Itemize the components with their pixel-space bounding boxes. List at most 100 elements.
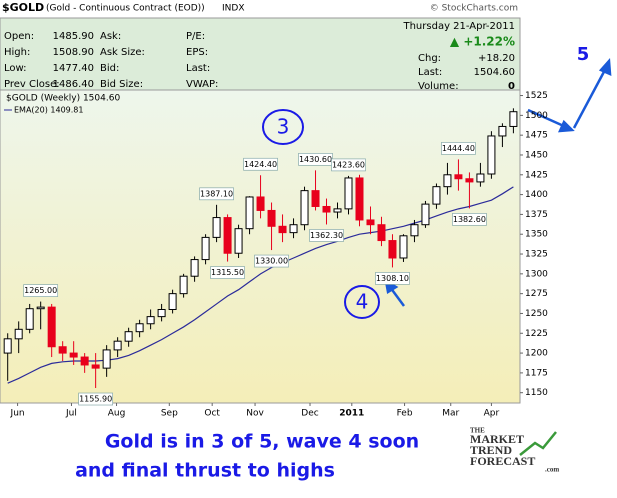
- candle-body: [509, 111, 518, 127]
- volume: 0: [508, 81, 515, 92]
- price-label: 1423.60: [332, 160, 365, 169]
- x-tick-label: Jul: [65, 409, 77, 419]
- candle-body: [80, 356, 89, 366]
- x-tick-label: Nov: [246, 409, 264, 419]
- y-tick-label: 1500: [525, 111, 548, 121]
- price-label-box: [254, 254, 289, 268]
- candle-body: [267, 209, 276, 227]
- price-label-box: [309, 229, 344, 242]
- y-tick-label: 1150: [525, 388, 548, 398]
- candle-body: [399, 235, 408, 259]
- price-label: 1265.00: [24, 286, 57, 295]
- candle-body: [256, 196, 265, 211]
- logo-arrow: [519, 431, 557, 456]
- price-label-box: [452, 213, 487, 226]
- price-label-box: [199, 187, 234, 201]
- x-tick-label: Apr: [484, 409, 500, 419]
- circle-3: [262, 109, 304, 145]
- candle-body: [157, 308, 166, 318]
- candle-body: [278, 225, 287, 234]
- legend-price: $GOLD (Weekly) 1504.60: [6, 94, 120, 104]
- candle-body: [443, 174, 452, 188]
- arrow: [572, 67, 608, 129]
- annotations: 3 4 5: [262, 44, 612, 319]
- arrowhead: [558, 119, 575, 133]
- y-tick-label: 1250: [525, 309, 548, 319]
- x-tick-label: Aug: [108, 409, 126, 419]
- date: Thursday 21-Apr-2011: [402, 21, 515, 32]
- y-tick-label: 1400: [525, 190, 548, 200]
- logo: THE MARKET TREND FORECAST .com: [470, 427, 559, 474]
- volume-label: Volume:: [418, 81, 459, 92]
- header-field: 1477.40: [53, 63, 94, 74]
- plot-area: [0, 89, 521, 404]
- symbol-name: (Gold - Continuous Contract (EOD)): [46, 4, 205, 14]
- logo-text: MARKET: [470, 432, 524, 446]
- header-field: Prev Close:: [4, 79, 60, 90]
- price-label: 1382.60: [453, 215, 486, 224]
- candle-body: [300, 190, 309, 226]
- price-label: 1430.60: [299, 155, 332, 164]
- price-label: 1387.10: [200, 189, 233, 198]
- y-tick-label: 1425: [525, 170, 548, 180]
- candle-body: [311, 190, 320, 207]
- candle-body: [14, 328, 23, 340]
- candle-body: [421, 203, 430, 226]
- candle-body: [47, 306, 56, 348]
- candle-body: [289, 224, 298, 234]
- candle-body: [410, 224, 419, 237]
- y-tick-label: 1525: [525, 91, 548, 101]
- candle-body: [234, 228, 243, 254]
- candle-body: [388, 240, 397, 259]
- arrow: [527, 108, 567, 129]
- candle-body: [168, 293, 177, 310]
- header-field: 1508.90: [53, 47, 94, 58]
- y-tick-label: 1475: [525, 131, 548, 141]
- header-field: Last:: [186, 63, 210, 74]
- last-label: Last:: [418, 67, 442, 78]
- y-tick-label: 1300: [525, 269, 548, 279]
- header-field: EPS:: [186, 47, 208, 58]
- price-label-box: [78, 392, 113, 406]
- price-label: 1315.50: [211, 268, 244, 277]
- y-tick-label: 1450: [525, 150, 548, 160]
- candle-body: [25, 308, 34, 330]
- price-label: 1424.40: [244, 160, 277, 169]
- y-tick-label: 1200: [525, 349, 548, 359]
- symbol: $GOLD: [2, 1, 44, 14]
- price-label-box: [210, 266, 245, 279]
- header-field: 1486.40: [53, 79, 94, 90]
- header-field: Low:: [4, 63, 27, 74]
- candle-body: [454, 174, 463, 180]
- candle-body: [223, 217, 232, 254]
- y-tick-label: 1175: [525, 368, 548, 378]
- last: 1504.60: [474, 67, 515, 78]
- x-tick-label: Feb: [397, 409, 413, 419]
- price-label-box: [23, 284, 59, 297]
- candle-body: [432, 186, 441, 205]
- legend-ema: EMA(20) 1409.81: [14, 106, 83, 115]
- price-label: 1362.30: [310, 231, 343, 240]
- candle-body: [146, 316, 155, 325]
- y-tick-label: 1225: [525, 329, 548, 339]
- candle-body: [366, 219, 375, 226]
- candle-body: [190, 259, 199, 277]
- price-label-box: [243, 157, 278, 171]
- wave-4: 4: [356, 290, 369, 314]
- caption: Gold is in 3 of 5, wave 4 soon: [105, 431, 419, 453]
- price-label-box: [331, 158, 366, 172]
- candle-body: [355, 177, 364, 221]
- price-label: 1444.40: [442, 144, 475, 153]
- candle-body: [201, 236, 210, 261]
- chg: +18.20: [478, 53, 515, 64]
- price-label-box: [441, 142, 476, 155]
- candle-body: [102, 349, 111, 369]
- header-field: VWAP:: [186, 79, 218, 90]
- x-tick-label: 2011: [339, 409, 364, 419]
- header-panel: [0, 17, 521, 91]
- price-label-box: [375, 272, 410, 285]
- wave-3: 3: [277, 115, 290, 139]
- y-tick-label: 1350: [525, 230, 548, 240]
- header-field: Ask:: [100, 31, 121, 42]
- header-field: Bid:: [100, 63, 119, 74]
